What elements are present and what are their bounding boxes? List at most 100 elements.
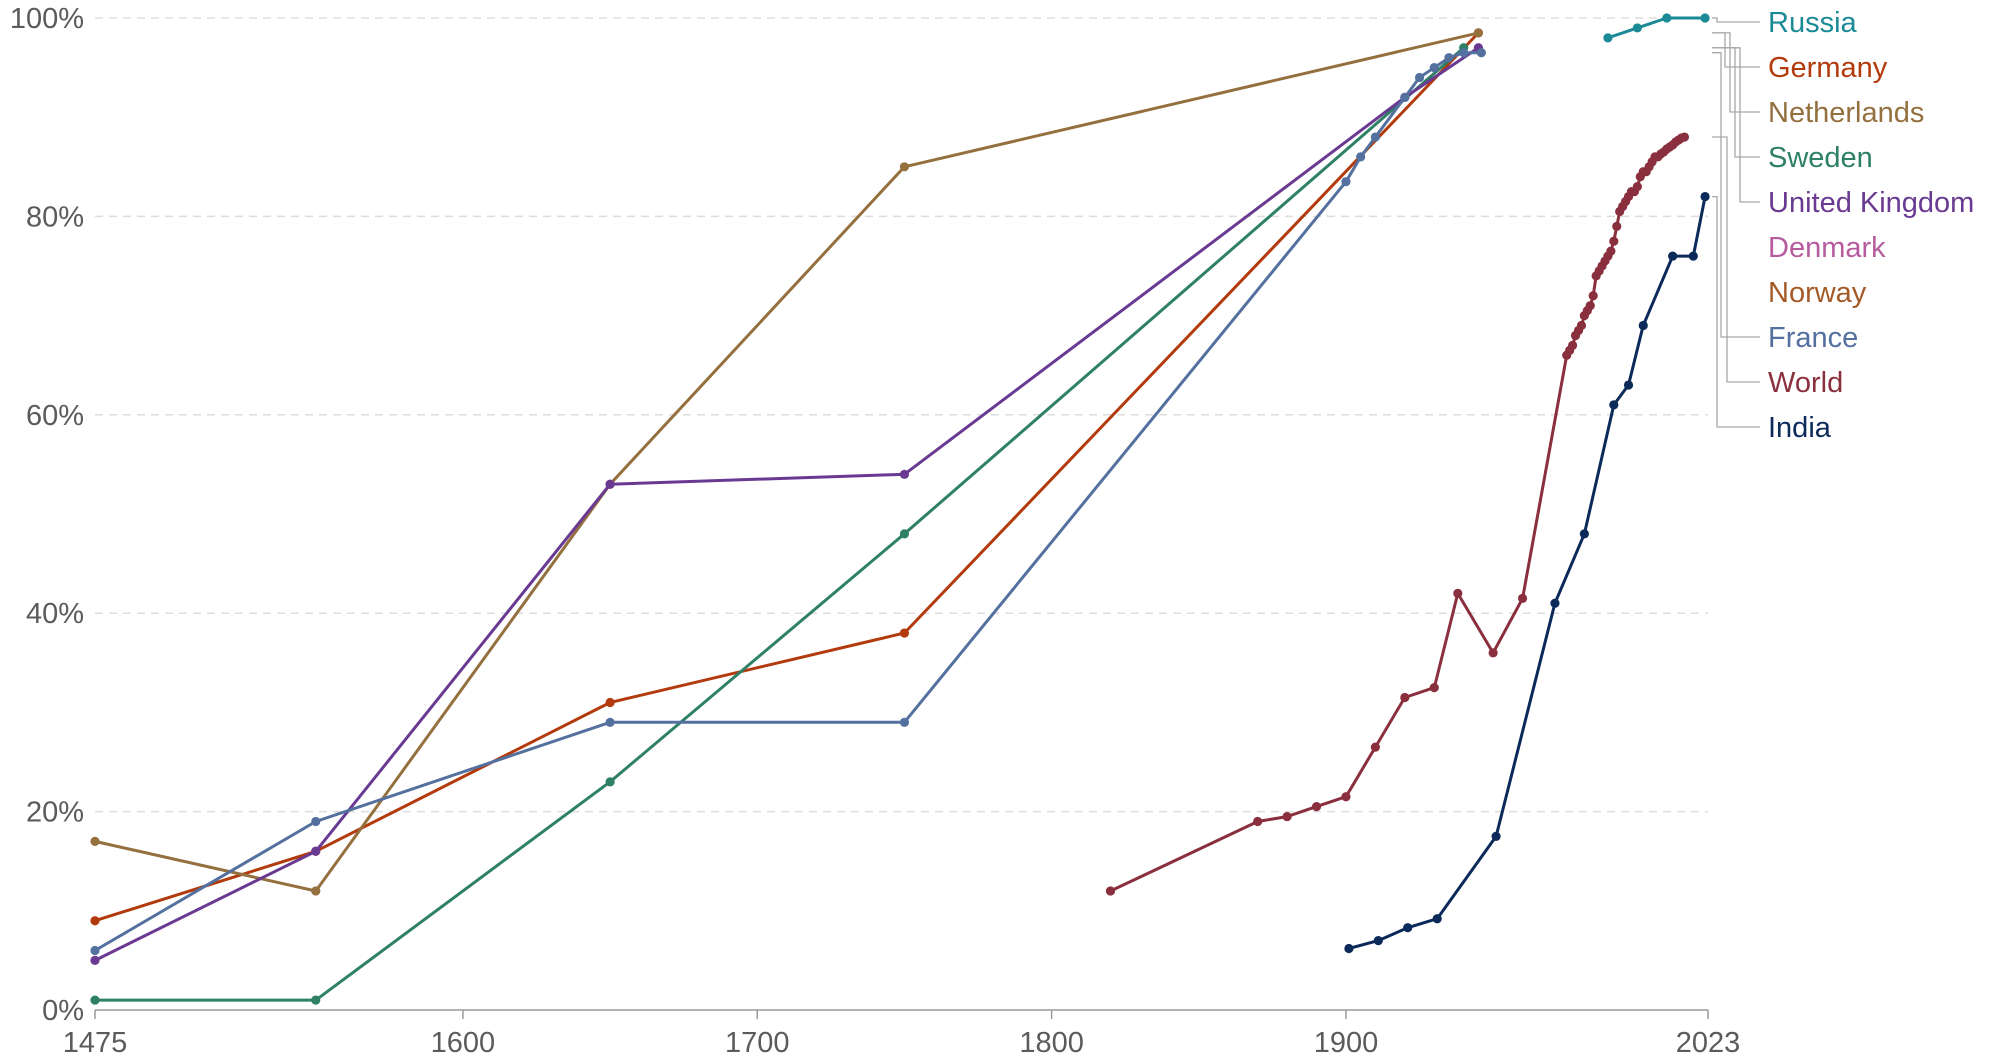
data-point-united-kingdom: [605, 479, 615, 489]
data-point-india: [1432, 914, 1442, 924]
data-point-india: [1609, 400, 1619, 410]
legend-connector-united-kingdom: [1712, 47, 1760, 203]
data-point-france: [605, 717, 615, 727]
data-point-france: [1476, 48, 1486, 58]
data-point-world: [1679, 132, 1690, 142]
data-point-united-kingdom: [311, 846, 321, 856]
data-point-france: [1429, 63, 1439, 73]
legend-connector-france: [1712, 52, 1760, 338]
data-point-russia: [1700, 13, 1710, 23]
data-point-world: [1311, 802, 1322, 812]
data-point-world: [1588, 291, 1598, 301]
data-point-france: [1370, 132, 1380, 142]
legend-connector-world: [1712, 136, 1760, 383]
x-tick-label: 1475: [63, 1027, 128, 1059]
data-point-world: [1341, 792, 1351, 802]
data-point-netherlands: [1473, 28, 1484, 38]
x-tick-label: 2023: [1676, 1027, 1741, 1059]
data-point-india: [1688, 251, 1698, 261]
data-point-france: [1444, 53, 1454, 63]
series-line-world: [1109, 135, 1686, 893]
data-point-sweden: [311, 995, 321, 1005]
data-point-france: [90, 945, 100, 956]
legend-label-united-kingdom: United Kingdom: [1768, 187, 1974, 219]
data-point-world: [1400, 692, 1410, 703]
series-line-netherlands: [93, 31, 1480, 893]
data-point-sweden: [899, 529, 910, 539]
series-lines: [90, 13, 1710, 1005]
data-point-france: [1400, 92, 1410, 102]
grid-lines: [95, 17, 1708, 813]
legend-connector-india: [1712, 195, 1760, 428]
data-point-russia: [1662, 13, 1672, 23]
data-point-india: [1550, 598, 1560, 608]
data-point-india: [1403, 923, 1413, 933]
data-point-france: [1341, 177, 1351, 187]
axes: 0% 20% 40% 60% 80% 100% 1475 1600 1700 1800 1900 20…: [10, 3, 1740, 1059]
legend-label-world: World: [1768, 367, 1843, 399]
legend-connector-sweden: [1712, 47, 1760, 158]
legend-label-sweden: Sweden: [1768, 142, 1873, 174]
data-point-russia: [1632, 23, 1642, 33]
series-line-russia: [1606, 16, 1707, 40]
data-point-india: [1623, 380, 1634, 390]
data-point-netherlands: [311, 886, 321, 896]
legend-label-netherlands: Netherlands: [1768, 97, 1924, 129]
legend-label-russia: Russia: [1768, 7, 1858, 39]
data-point-india: [1579, 529, 1589, 539]
legend: Russia Germany Netherlands Sweden United Kin…: [1712, 7, 1974, 444]
series-line-united-kingdom: [93, 46, 1480, 962]
data-point-world: [1568, 340, 1578, 350]
legend-label-india: India: [1768, 412, 1832, 444]
data-point-india: [1700, 191, 1710, 202]
data-point-world: [1370, 742, 1380, 752]
data-point-world: [1632, 182, 1642, 192]
data-point-france: [311, 816, 321, 827]
data-point-world: [1253, 816, 1263, 827]
data-point-world: [1105, 886, 1116, 896]
x-tick-label: 1600: [431, 1027, 496, 1059]
data-point-world: [1609, 236, 1619, 246]
data-point-united-kingdom: [90, 955, 100, 966]
data-point-world: [1576, 320, 1587, 331]
legend-connector-russia: [1712, 17, 1760, 23]
data-point-germany: [90, 916, 100, 926]
y-tick-label: 80%: [26, 201, 84, 233]
data-point-germany: [605, 697, 615, 708]
data-point-india: [1373, 935, 1383, 946]
data-point-world: [1453, 588, 1463, 598]
data-point-france: [1356, 152, 1366, 162]
legend-connector-netherlands: [1712, 32, 1760, 113]
data-point-france: [1459, 48, 1469, 58]
data-point-world: [1282, 811, 1292, 822]
x-tick-label: 1700: [725, 1027, 790, 1059]
y-tick-label: 100%: [10, 3, 84, 35]
y-tick-label: 60%: [26, 400, 84, 432]
series-line-france: [93, 51, 1483, 952]
data-point-india: [1638, 320, 1648, 331]
x-tick-label: 1800: [1019, 1027, 1084, 1059]
y-tick-label: 0%: [42, 995, 84, 1027]
data-point-world: [1612, 221, 1622, 231]
data-point-russia: [1603, 33, 1613, 43]
data-point-india: [1344, 943, 1354, 954]
legend-label-denmark: Denmark: [1768, 232, 1886, 264]
data-point-world: [1606, 246, 1616, 256]
data-point-sweden: [605, 777, 615, 787]
data-point-world: [1488, 648, 1498, 658]
data-point-united-kingdom: [899, 469, 910, 479]
data-point-germany: [899, 628, 910, 638]
data-point-france: [899, 717, 910, 727]
x-tick-label: 1900: [1314, 1027, 1379, 1059]
data-point-world: [1517, 593, 1528, 603]
y-tick-label: 20%: [26, 797, 84, 829]
data-point-netherlands: [90, 836, 100, 846]
data-point-netherlands: [899, 162, 910, 172]
data-point-france: [1414, 72, 1425, 83]
legend-label-germany: Germany: [1768, 52, 1888, 84]
data-point-world: [1585, 301, 1595, 311]
data-point-world: [1429, 683, 1439, 693]
data-point-india: [1668, 251, 1678, 261]
data-point-sweden: [90, 995, 100, 1005]
